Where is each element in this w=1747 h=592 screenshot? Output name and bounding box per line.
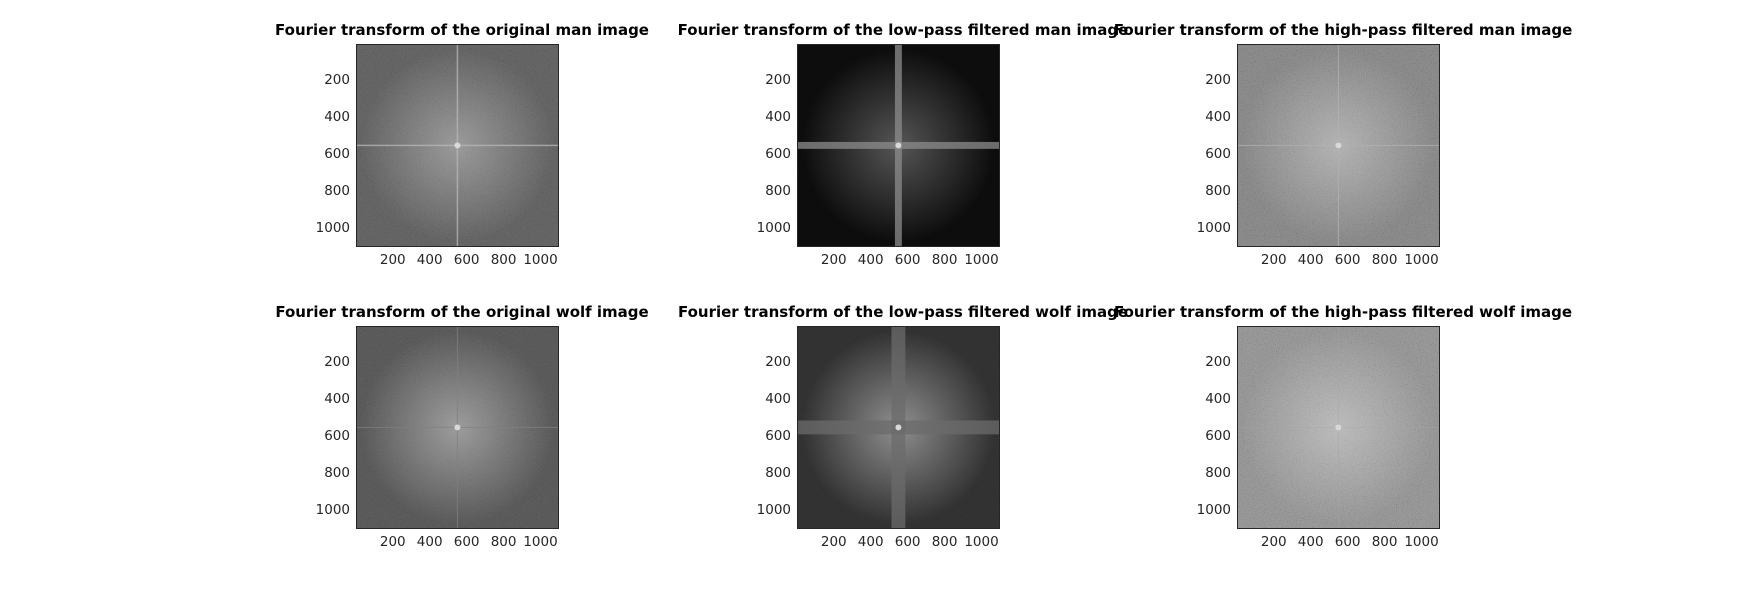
y-tick-label: 200 [747,354,791,370]
image-axes [1237,44,1440,247]
subplot-wolf-highpass: Fourier transform of the high-pass filte… [1113,282,1573,532]
y-tick-label: 1000 [306,502,350,518]
y-tick-label: 400 [306,109,350,125]
y-tick-label: 400 [747,391,791,407]
y-tick-label: 600 [747,428,791,444]
subplot-title: Fourier transform of the original wolf i… [232,303,692,321]
subplot-man-highpass: Fourier transform of the high-pass filte… [1113,0,1573,250]
y-tick-label: 600 [1187,428,1231,444]
spectrum-image [357,45,558,246]
subplot-title: Fourier transform of the original man im… [232,21,692,39]
y-tick-label: 200 [747,72,791,88]
subplot-title: Fourier transform of the low-pass filter… [673,303,1133,321]
spectrum-dc-peak [895,142,901,148]
spectrum-dc-peak [895,424,901,430]
x-tick-label: 1000 [960,534,1004,550]
y-tick-label: 200 [1187,72,1231,88]
y-tick-label: 800 [1187,465,1231,481]
image-axes [356,44,559,247]
y-tick-label: 1000 [1187,502,1231,518]
y-tick-label: 1000 [747,502,791,518]
spectrum-image [798,45,999,246]
spectrum-dc-peak [454,424,460,430]
subplot-title: Fourier transform of the low-pass filter… [673,21,1133,39]
x-tick-label: 1000 [1400,534,1444,550]
y-tick-label: 800 [1187,183,1231,199]
y-tick-label: 1000 [747,220,791,236]
spectrum-image [1238,327,1439,528]
image-axes [797,326,1000,529]
x-tick-label: 1000 [1400,252,1444,268]
y-tick-label: 800 [306,465,350,481]
y-tick-label: 600 [306,428,350,444]
subplot-title: Fourier transform of the high-pass filte… [1113,303,1573,321]
subplot-wolf-original: Fourier transform of the original wolf i… [232,282,692,532]
spectrum-dc-peak [454,142,460,148]
x-tick-label: 1000 [960,252,1004,268]
y-tick-label: 800 [747,183,791,199]
image-axes [797,44,1000,247]
y-tick-label: 800 [306,183,350,199]
y-tick-label: 400 [747,109,791,125]
subplot-man-original: Fourier transform of the original man im… [232,0,692,250]
spectrum-image [798,327,999,528]
y-tick-label: 200 [1187,354,1231,370]
y-tick-label: 600 [1187,146,1231,162]
spectrum-image [1238,45,1439,246]
x-tick-label: 1000 [519,534,563,550]
subplot-wolf-lowpass: Fourier transform of the low-pass filter… [673,282,1133,532]
image-axes [356,326,559,529]
x-tick-label: 1000 [519,252,563,268]
y-tick-label: 200 [306,72,350,88]
image-axes [1237,326,1440,529]
spectrum-dc-peak [1335,424,1341,430]
y-tick-label: 400 [1187,109,1231,125]
y-tick-label: 400 [1187,391,1231,407]
subplot-man-lowpass: Fourier transform of the low-pass filter… [673,0,1133,250]
spectrum-dc-peak [1335,142,1341,148]
y-tick-label: 200 [306,354,350,370]
y-tick-label: 800 [747,465,791,481]
y-tick-label: 600 [306,146,350,162]
y-tick-label: 400 [306,391,350,407]
y-tick-label: 1000 [306,220,350,236]
spectrum-image [357,327,558,528]
subplot-title: Fourier transform of the high-pass filte… [1113,21,1573,39]
y-tick-label: 1000 [1187,220,1231,236]
y-tick-label: 600 [747,146,791,162]
